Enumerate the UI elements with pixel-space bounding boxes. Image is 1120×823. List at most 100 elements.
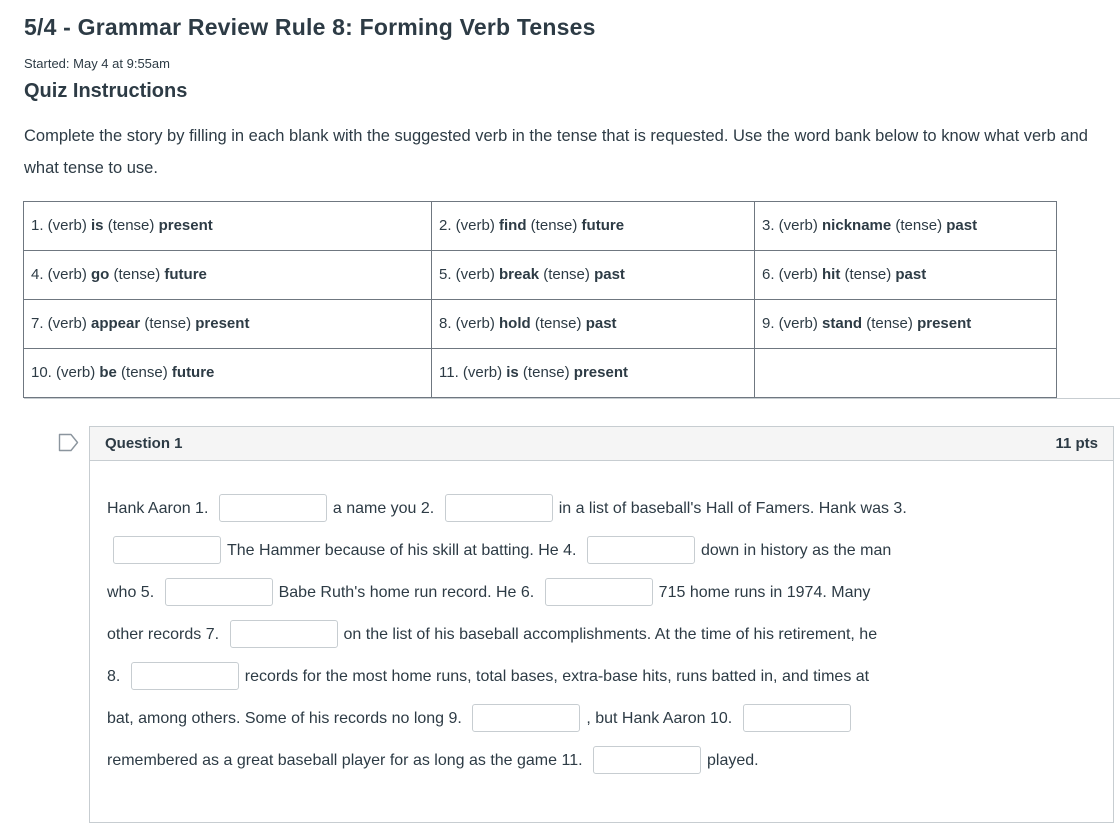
story-text: The Hammer because of his skill at batti… bbox=[227, 541, 581, 559]
word-bank-text: (tense) bbox=[862, 314, 918, 332]
word-bank-text: stand bbox=[822, 314, 863, 332]
word-bank-text: go bbox=[91, 265, 110, 283]
word-bank-text: (tense) bbox=[840, 265, 896, 283]
blank-answer-4[interactable] bbox=[586, 536, 695, 565]
word-bank-cell: 8. (verb) hold (tense) past bbox=[431, 298, 755, 349]
blank-answer-3[interactable] bbox=[113, 536, 221, 565]
word-bank-row: 10. (verb) be (tense) future 11. (verb) i… bbox=[23, 347, 1057, 398]
word-bank-text: 7. (verb) bbox=[31, 314, 92, 332]
blank-answer-5[interactable] bbox=[164, 578, 273, 607]
word-bank-text: 4. (verb) bbox=[31, 265, 92, 283]
question-story: Hank Aaron 1. a name you 2. in a list of… bbox=[90, 461, 1113, 822]
word-bank-text: (tense) bbox=[140, 314, 196, 332]
page-title: 5/4 - Grammar Review Rule 8: Forming Ver… bbox=[24, 14, 596, 40]
word-bank-text: appear bbox=[91, 314, 141, 332]
word-bank-cell: 9. (verb) stand (tense) present bbox=[754, 298, 1057, 349]
word-bank-text: past bbox=[585, 314, 617, 332]
word-bank-cell: 4. (verb) go (tense) future bbox=[23, 249, 432, 300]
quiz-started-timestamp: Started: May 4 at 9:55am bbox=[24, 56, 170, 71]
blank-answer-11[interactable] bbox=[592, 746, 701, 775]
word-bank-text: find bbox=[499, 216, 527, 234]
story-text: Babe Ruth's home run record. He 6. bbox=[278, 583, 539, 601]
question-bookmark-flag-icon[interactable] bbox=[58, 433, 80, 452]
blank-answer-8[interactable] bbox=[130, 662, 239, 691]
word-bank-text: present bbox=[158, 216, 213, 234]
word-bank-text: future bbox=[164, 265, 207, 283]
blank-answer-10[interactable] bbox=[742, 704, 851, 733]
word-bank-text: (tense) bbox=[103, 216, 159, 234]
word-bank-text: present bbox=[917, 314, 972, 332]
word-bank-text: future bbox=[171, 363, 215, 381]
question-flag-column bbox=[58, 426, 89, 823]
question-title: Question 1 bbox=[105, 434, 183, 452]
word-bank-text: 10. (verb) bbox=[31, 363, 100, 381]
word-bank-text: be bbox=[99, 363, 117, 381]
quiz-instructions-text: Complete the story by filling in each bl… bbox=[24, 127, 1088, 177]
word-bank-text: past bbox=[594, 265, 625, 283]
question-points-badge: 11 pts bbox=[1055, 434, 1098, 452]
story-text: 8. bbox=[107, 667, 125, 685]
blank-answer-9[interactable] bbox=[472, 704, 581, 733]
story-text: records for the most home runs, total ba… bbox=[244, 667, 870, 685]
story-text: who 5. bbox=[107, 583, 159, 601]
story-text: remembered as a great baseball player fo… bbox=[107, 751, 587, 769]
word-bank-text: (tense) bbox=[116, 363, 172, 381]
story-text: other records 7. bbox=[107, 625, 224, 643]
word-bank-text: nickname bbox=[822, 216, 892, 234]
word-bank-text: 5. (verb) bbox=[439, 265, 500, 283]
word-bank-row: 7. (verb) appear (tense) present 8. (verb… bbox=[23, 298, 1057, 349]
word-bank-table: 1. (verb) is (tense) present 2. (verb) fi… bbox=[23, 200, 1057, 398]
word-bank-text: 2. (verb) bbox=[439, 216, 500, 234]
blank-answer-6[interactable] bbox=[544, 578, 653, 607]
word-bank-text: 3. (verb) bbox=[762, 216, 823, 234]
story-text: on the list of his baseball accomplishme… bbox=[343, 625, 878, 643]
blank-answer-2[interactable] bbox=[444, 494, 553, 523]
word-bank-cell: 7. (verb) appear (tense) present bbox=[23, 298, 432, 349]
word-bank-text: (tense) bbox=[518, 363, 574, 381]
word-bank-text: present bbox=[195, 314, 250, 332]
word-bank-row: 1. (verb) is (tense) present 2. (verb) fi… bbox=[23, 200, 1057, 251]
instructions-divider bbox=[24, 397, 1120, 399]
word-bank-text: (tense) bbox=[891, 216, 947, 234]
story-text: bat, among others. Some of his records n… bbox=[107, 709, 467, 727]
story-text: 715 home runs in 1974. Many bbox=[658, 583, 871, 601]
word-bank-text: past bbox=[946, 216, 978, 234]
question-box: Question 1 11 pts Hank Aaron 1. a name y… bbox=[89, 425, 1114, 823]
story-text: a name you 2. bbox=[332, 499, 439, 517]
word-bank-text: (tense) bbox=[530, 314, 586, 332]
word-bank-cell: 2. (verb) find (tense) future bbox=[431, 200, 755, 251]
word-bank-cell: 11. (verb) is (tense) present bbox=[431, 347, 755, 398]
word-bank-text: is bbox=[91, 216, 104, 234]
blank-answer-1[interactable] bbox=[218, 494, 327, 523]
word-bank-text: 8. (verb) bbox=[439, 314, 500, 332]
story-text: played. bbox=[706, 751, 759, 769]
word-bank-cell: 6. (verb) hit (tense) past bbox=[754, 249, 1057, 300]
word-bank-text: (tense) bbox=[109, 265, 165, 283]
word-bank-text: past bbox=[895, 265, 927, 283]
blank-answer-7[interactable] bbox=[229, 620, 338, 649]
word-bank-cell: 10. (verb) be (tense) future bbox=[23, 347, 432, 398]
word-bank-cell: 5. (verb) break (tense) past bbox=[431, 249, 755, 300]
word-bank-cell: 3. (verb) nickname (tense) past bbox=[754, 200, 1057, 251]
question-1-container: Question 1 11 pts Hank Aaron 1. a name y… bbox=[58, 425, 1120, 823]
word-bank-row: 4. (verb) go (tense) future 5. (verb) bre… bbox=[23, 249, 1057, 300]
story-text: down in history as the man bbox=[700, 541, 892, 559]
word-bank-text: hold bbox=[499, 314, 531, 332]
story-text: , but Hank Aaron 10. bbox=[586, 709, 737, 727]
word-bank-text: (tense) bbox=[526, 216, 582, 234]
word-bank-cell-empty bbox=[754, 347, 1057, 398]
word-bank-text: 1. (verb) bbox=[31, 216, 92, 234]
word-bank-text: future bbox=[581, 216, 625, 234]
word-bank-text: present bbox=[573, 363, 628, 381]
word-bank-text: 11. (verb) bbox=[439, 363, 507, 381]
word-bank-cell: 1. (verb) is (tense) present bbox=[23, 200, 432, 251]
word-bank-text: 9. (verb) bbox=[762, 314, 823, 332]
word-bank-text: is bbox=[506, 363, 519, 381]
quiz-instructions-heading: Quiz Instructions bbox=[24, 80, 188, 102]
word-bank-text: 6. (verb) bbox=[762, 265, 823, 283]
story-text: in a list of baseball's Hall of Famers. … bbox=[558, 499, 907, 517]
word-bank-text: (tense) bbox=[539, 265, 595, 283]
word-bank-body: 1. (verb) is (tense) present 2. (verb) fi… bbox=[23, 200, 1057, 398]
question-header: Question 1 11 pts bbox=[90, 426, 1113, 461]
